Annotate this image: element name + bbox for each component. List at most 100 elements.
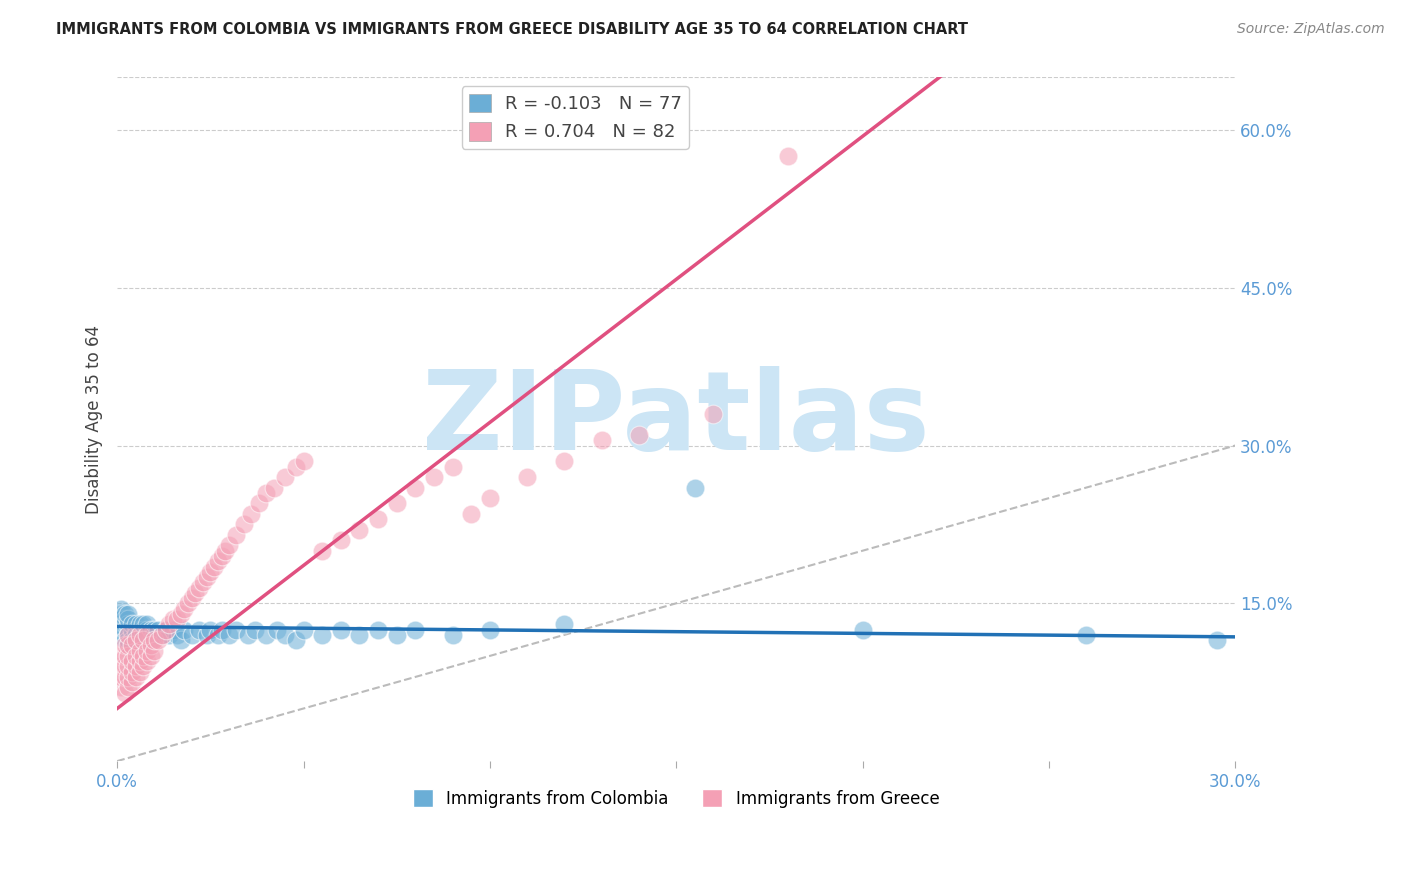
Point (128, 643, 150, 657)
Point (114, 617, 136, 632)
Text: IMMIGRANTS FROM COLOMBIA VS IMMIGRANTS FROM GREECE DISABILITY AGE 35 TO 64 CORRE: IMMIGRANTS FROM COLOMBIA VS IMMIGRANTS F… (56, 22, 969, 37)
Point (254, 628, 277, 642)
Point (125, 659, 148, 673)
Point (125, 633, 148, 648)
Point (683, 481, 706, 495)
Point (110, 607, 132, 621)
Point (285, 459, 308, 474)
Point (232, 517, 254, 532)
Point (114, 648, 136, 663)
Point (117, 612, 139, 626)
Point (128, 665, 150, 679)
Point (117, 681, 139, 695)
Point (121, 623, 143, 637)
Point (191, 575, 214, 590)
Point (211, 549, 233, 563)
Point (117, 628, 139, 642)
Point (225, 528, 247, 542)
Point (132, 623, 155, 637)
Point (195, 628, 218, 642)
Point (155, 623, 177, 637)
Point (776, 149, 799, 163)
Point (591, 434, 613, 448)
Point (423, 470, 446, 484)
Point (143, 643, 166, 657)
Point (136, 617, 159, 632)
Point (218, 628, 240, 642)
Point (136, 623, 159, 637)
Point (173, 601, 195, 615)
Point (180, 628, 202, 642)
Point (292, 454, 315, 468)
Point (169, 633, 191, 648)
Point (367, 512, 389, 526)
Point (274, 470, 297, 484)
Point (177, 596, 200, 610)
Point (117, 639, 139, 653)
Legend: Immigrants from Colombia, Immigrants from Greece: Immigrants from Colombia, Immigrants fro… (406, 783, 946, 814)
Point (117, 670, 139, 684)
Point (851, 623, 873, 637)
Point (188, 623, 211, 637)
Point (143, 623, 166, 637)
Point (125, 617, 148, 632)
Point (128, 654, 150, 668)
Point (188, 581, 211, 595)
Point (200, 623, 222, 637)
Point (627, 428, 650, 442)
Point (110, 612, 132, 626)
Point (311, 543, 333, 558)
Point (139, 633, 162, 648)
Point (121, 628, 143, 642)
Point (702, 407, 724, 421)
Point (110, 623, 132, 637)
Point (155, 623, 177, 637)
Point (110, 681, 132, 695)
Point (114, 670, 136, 684)
Point (139, 639, 162, 653)
Point (121, 639, 143, 653)
Point (478, 491, 501, 505)
Point (117, 648, 139, 663)
Point (139, 623, 162, 637)
Point (218, 539, 240, 553)
Point (117, 633, 139, 648)
Point (553, 617, 575, 632)
Point (311, 628, 333, 642)
Point (121, 665, 143, 679)
Point (367, 623, 389, 637)
Point (349, 523, 371, 537)
Text: ZIPatlas: ZIPatlas (422, 366, 931, 473)
Point (117, 617, 139, 632)
Point (114, 633, 136, 648)
Point (266, 623, 288, 637)
Point (136, 643, 159, 657)
Point (110, 659, 132, 673)
Point (553, 454, 575, 468)
Point (441, 459, 464, 474)
Point (243, 623, 266, 637)
Point (132, 633, 155, 648)
Point (441, 628, 464, 642)
Point (157, 628, 180, 642)
Point (121, 639, 143, 653)
Point (157, 617, 180, 632)
Point (148, 623, 170, 637)
Point (274, 628, 297, 642)
Point (385, 496, 408, 510)
Point (128, 617, 150, 632)
Point (117, 628, 139, 642)
Point (404, 623, 426, 637)
Point (349, 628, 371, 642)
Point (114, 628, 136, 642)
Point (329, 533, 352, 548)
Point (114, 639, 136, 653)
Point (117, 659, 139, 673)
Point (478, 623, 501, 637)
Point (132, 648, 155, 663)
Point (125, 633, 148, 648)
Point (121, 617, 143, 632)
Point (143, 628, 166, 642)
Point (110, 648, 132, 663)
Point (169, 607, 191, 621)
